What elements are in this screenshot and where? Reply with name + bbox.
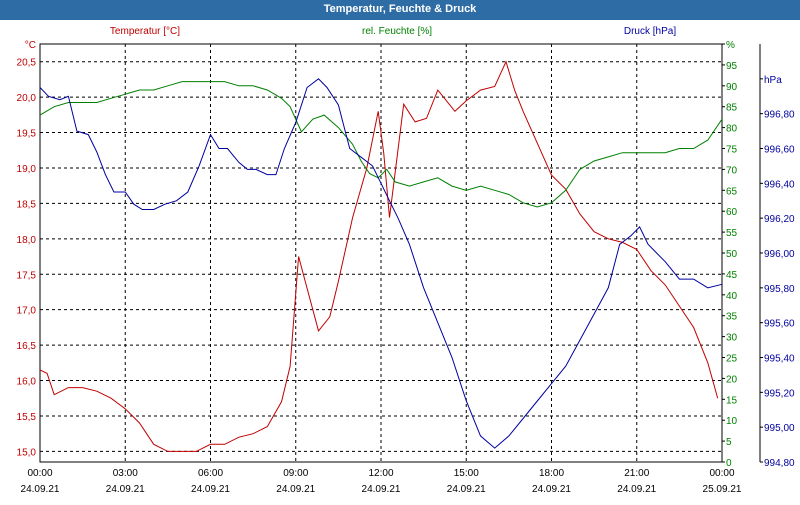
temperature-tick-label: 16,5 [17, 341, 37, 352]
humidity-tick-label: 50 [726, 249, 738, 260]
pressure-tick-label: 996,80 [764, 110, 795, 121]
x-tick-date: 24.09.21 [532, 484, 571, 495]
humidity-tick-label: 95 [726, 61, 738, 72]
pressure-tick-label: 995,00 [764, 423, 795, 434]
x-tick-time: 06:00 [198, 468, 223, 479]
pressure-tick-label: 996,60 [764, 145, 795, 156]
humidity-tick-label: 25 [726, 354, 738, 365]
humidity-tick-label: 85 [726, 103, 738, 114]
humidity-tick-label: 65 [726, 186, 738, 197]
humidity-tick-label: 35 [726, 312, 738, 323]
x-tick-date: 24.09.21 [617, 484, 656, 495]
temperature-tick-label: 20,0 [17, 93, 37, 104]
series-line-temperature [39, 60, 719, 452]
chart-title-bar: Temperatur, Feuchte & Druck [0, 0, 800, 20]
temperature-tick-label: 15,5 [17, 412, 37, 423]
humidity-tick-label: 40 [726, 291, 738, 302]
series-line-pressure [39, 78, 723, 449]
x-tick-date: 25.09.21 [703, 484, 742, 495]
x-tick-date: 24.09.21 [21, 484, 60, 495]
temperature-tick-label: 19,0 [17, 164, 37, 175]
humidity-tick-label: 70 [726, 165, 738, 176]
humidity-tick-label: 5 [726, 437, 732, 448]
x-tick-time: 18:00 [539, 468, 564, 479]
x-tick-time: 00:00 [27, 468, 52, 479]
temperature-tick-label: 15,0 [17, 447, 37, 458]
temperature-tick-label: 19,5 [17, 129, 37, 140]
pressure-tick-label: 996,00 [764, 249, 795, 260]
humidity-tick-label: 90 [726, 82, 738, 93]
pressure-tick-label: 996,40 [764, 179, 795, 190]
x-tick-time: 21:00 [624, 468, 649, 479]
chart-svg: 00:00 24.09.21 03:00 24.09.21 06:00 24.09.21 0… [17, 26, 795, 495]
humidity-tick-label: % [726, 40, 735, 51]
temperature-unit-label: °C [25, 40, 36, 51]
humidity-tick-label: 30 [726, 333, 738, 344]
x-tick-time: 09:00 [283, 468, 308, 479]
x-tick-date: 24.09.21 [191, 484, 230, 495]
pressure-tick-label: 995,80 [764, 284, 795, 295]
humidity-axis-title: rel. Feuchte [%] [362, 26, 432, 37]
temperature-axis-title: Temperatur [°C] [110, 26, 180, 37]
chart-title: Temperatur, Feuchte & Druck [323, 3, 477, 15]
humidity-tick-label: 20 [726, 374, 738, 385]
humidity-tick-label: 80 [726, 124, 738, 135]
humidity-tick-label: 15 [726, 395, 738, 406]
humidity-tick-label: 10 [726, 416, 738, 427]
humidity-tick-label: 60 [726, 207, 738, 218]
x-tick-time: 15:00 [454, 468, 479, 479]
pressure-tick-label: hPa [764, 75, 782, 86]
temperature-tick-label: 20,5 [17, 58, 37, 69]
temperature-tick-label: 16,0 [17, 377, 37, 388]
x-tick-time: 00:00 [709, 468, 734, 479]
series-line-humidity [39, 81, 723, 208]
pressure-tick-label: 995,20 [764, 388, 795, 399]
pressure-axis-title: Druck [hPa] [624, 26, 676, 37]
x-tick-time: 03:00 [113, 468, 138, 479]
temperature-tick-label: 17,0 [17, 306, 37, 317]
humidity-tick-label: 45 [726, 270, 738, 281]
x-tick-date: 24.09.21 [447, 484, 486, 495]
pressure-tick-label: 995,60 [764, 319, 795, 330]
humidity-tick-label: 0 [726, 458, 732, 469]
humidity-tick-label: 55 [726, 228, 738, 239]
x-tick-date: 24.09.21 [362, 484, 401, 495]
pressure-tick-label: 995,40 [764, 354, 795, 365]
x-tick-date: 24.09.21 [106, 484, 145, 495]
pressure-tick-label: 996,20 [764, 214, 795, 225]
x-tick-time: 12:00 [368, 468, 393, 479]
temperature-tick-label: 17,5 [17, 270, 37, 281]
pressure-tick-label: 994,80 [764, 458, 795, 469]
humidity-tick-label: 75 [726, 145, 738, 156]
temperature-tick-label: 18,5 [17, 199, 37, 210]
temperature-tick-label: 18,0 [17, 235, 37, 246]
chart-frame: 00:00 24.09.21 03:00 24.09.21 06:00 24.09.21 0… [0, 20, 800, 500]
x-tick-date: 24.09.21 [276, 484, 315, 495]
